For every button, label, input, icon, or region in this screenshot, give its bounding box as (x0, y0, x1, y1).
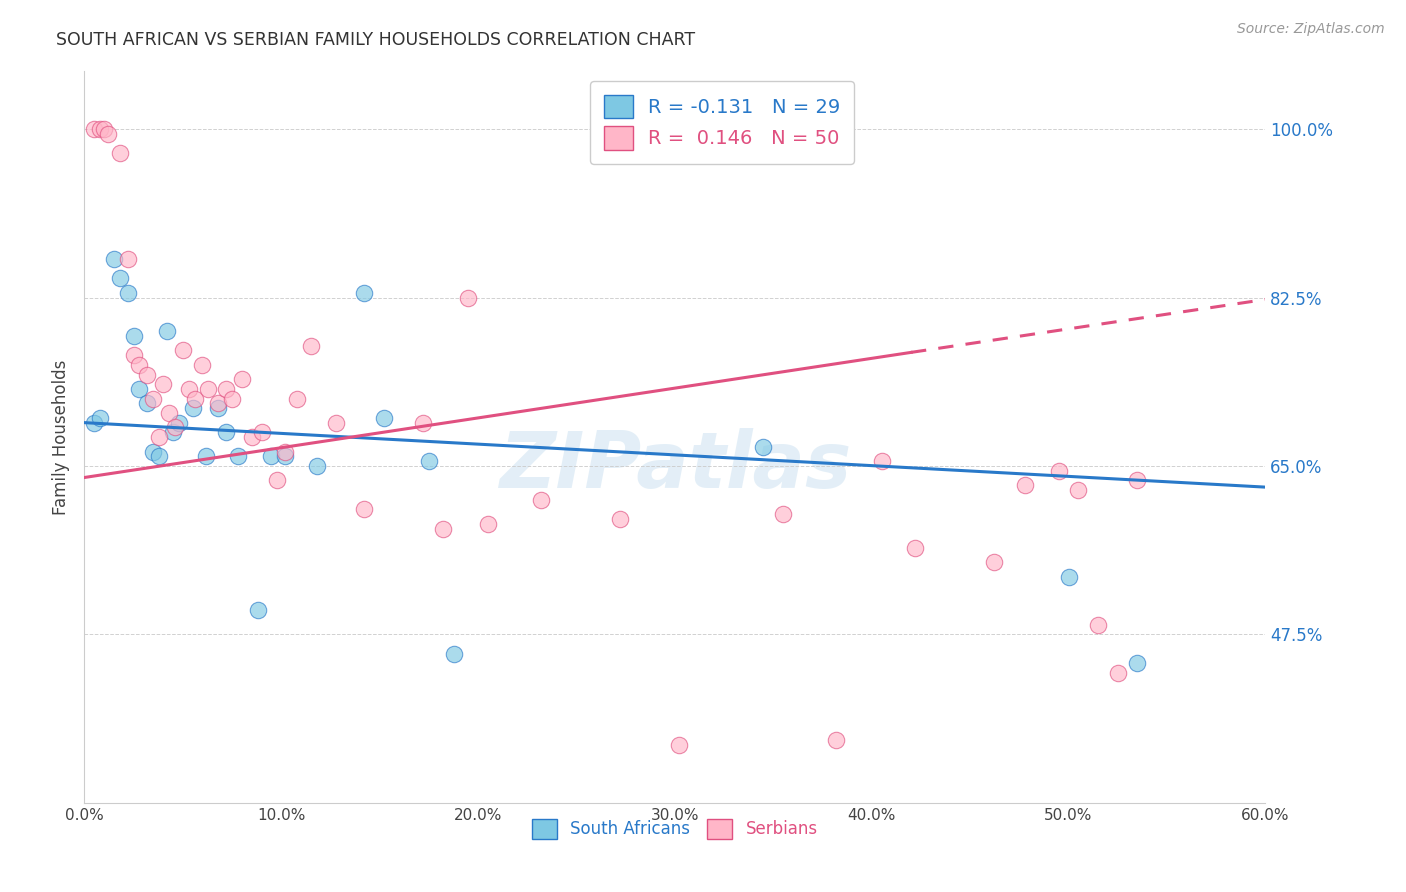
Point (89, 410, 111, 425)
Point (117, 285, 139, 300)
Point (136, 368, 159, 382)
Point (128, 382, 150, 396)
Point (89, 122, 111, 136)
Point (412, 416, 434, 430)
Point (152, 377, 174, 392)
Point (1107, 665, 1129, 680)
Point (221, 392, 243, 406)
Point (207, 396, 229, 410)
Point (457, 291, 479, 305)
Point (246, 603, 269, 617)
Point (157, 406, 180, 420)
Point (148, 430, 170, 444)
Point (93, 122, 115, 136)
Point (1087, 617, 1109, 632)
Legend: South Africans, Serbians: South Africans, Serbians (526, 812, 824, 846)
Point (299, 338, 322, 352)
Point (752, 440, 775, 454)
Point (122, 348, 145, 362)
Point (177, 382, 200, 396)
Point (668, 738, 690, 752)
Point (825, 733, 848, 747)
Point (226, 450, 249, 464)
Point (142, 444, 165, 458)
Point (260, 450, 283, 464)
Point (163, 420, 186, 434)
Point (108, 146, 131, 161)
Point (197, 382, 219, 396)
Point (172, 343, 194, 358)
Point (477, 516, 499, 531)
Point (1067, 483, 1090, 497)
Point (207, 401, 229, 416)
Point (274, 450, 297, 464)
Point (215, 382, 238, 396)
Point (443, 647, 465, 661)
Point (1126, 474, 1149, 488)
Point (136, 396, 159, 410)
Point (83, 416, 105, 430)
Point (108, 271, 131, 285)
Point (167, 416, 190, 430)
Point (162, 425, 184, 440)
Point (240, 430, 263, 444)
Point (181, 401, 204, 416)
Point (305, 458, 328, 473)
Text: ZIPatlas: ZIPatlas (499, 428, 851, 504)
Point (772, 507, 794, 521)
Point (1047, 464, 1070, 478)
Point (353, 502, 375, 516)
Point (117, 252, 139, 266)
Point (231, 372, 253, 386)
Point (432, 521, 454, 535)
Text: Source: ZipAtlas.com: Source: ZipAtlas.com (1237, 22, 1385, 37)
Text: SOUTH AFRICAN VS SERBIAN FAMILY HOUSEHOLDS CORRELATION CHART: SOUTH AFRICAN VS SERBIAN FAMILY HOUSEHOL… (56, 31, 696, 49)
Point (983, 555, 1005, 569)
Point (250, 425, 273, 440)
Point (285, 392, 308, 406)
Point (191, 358, 214, 372)
Point (870, 454, 893, 468)
Point (266, 474, 288, 488)
Point (373, 410, 395, 425)
Point (183, 392, 205, 406)
Point (904, 541, 927, 555)
Y-axis label: Family Households: Family Households (52, 359, 70, 515)
Point (97, 127, 120, 141)
Point (83, 122, 105, 136)
Point (353, 285, 375, 300)
Point (122, 329, 145, 343)
Point (1014, 478, 1036, 492)
Point (530, 492, 553, 507)
Point (1057, 569, 1080, 583)
Point (215, 425, 238, 440)
Point (325, 416, 347, 430)
Point (1126, 657, 1149, 671)
Point (274, 444, 297, 458)
Point (142, 392, 165, 406)
Point (103, 252, 125, 266)
Point (148, 450, 170, 464)
Point (418, 454, 440, 468)
Point (128, 358, 150, 372)
Point (195, 450, 218, 464)
Point (609, 512, 631, 526)
Point (156, 324, 179, 338)
